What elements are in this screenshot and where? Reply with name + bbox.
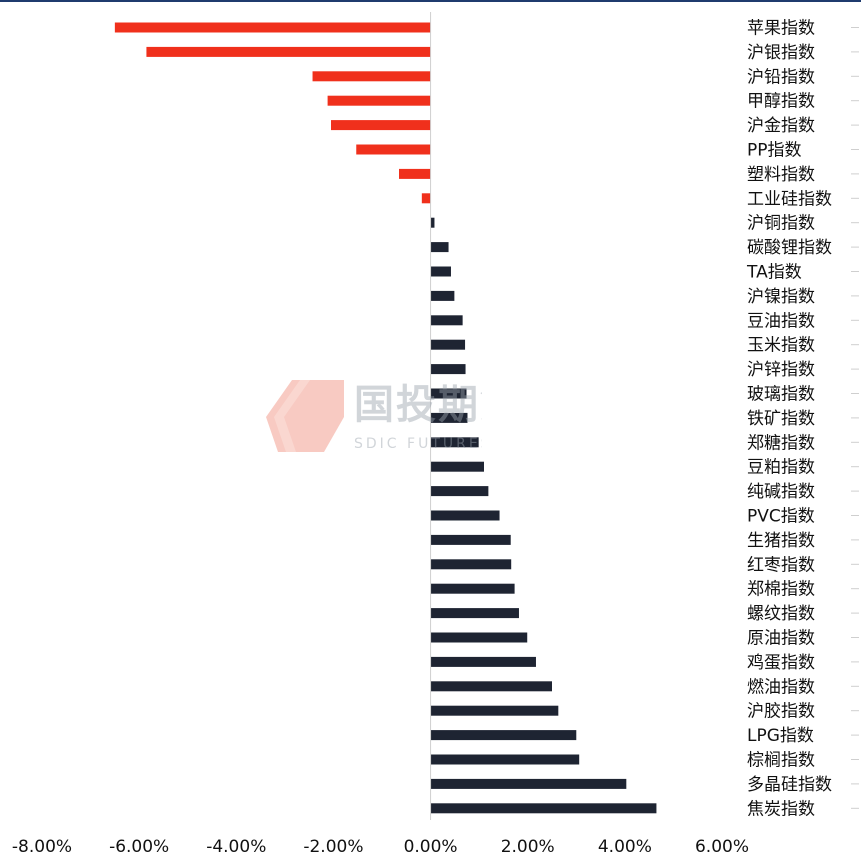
category-label: 沪锌指数 (747, 360, 815, 380)
bar-8 (430, 217, 435, 228)
x-tick-label: 6.00% (695, 837, 749, 857)
category-label: 沪铜指数 (747, 214, 815, 234)
category-label: 焦炭指数 (747, 799, 815, 819)
category-label: 郑棉指数 (747, 580, 815, 600)
bar-19 (430, 486, 489, 497)
bar-6 (399, 168, 431, 179)
axes-group (430, 12, 859, 820)
category-label: 沪金指数 (747, 116, 815, 136)
x-tick-label: -6.00% (109, 837, 169, 857)
watermark-stripes-icon (266, 380, 344, 452)
bar-7 (421, 193, 431, 204)
bar-9 (430, 242, 449, 253)
category-label: PVC指数 (747, 507, 815, 527)
bar-10 (430, 266, 451, 277)
category-label: 螺纹指数 (747, 604, 815, 624)
bar-24 (430, 608, 519, 619)
bar-2 (312, 71, 431, 82)
category-label: 多晶硅指数 (747, 775, 832, 795)
bar-0 (114, 22, 431, 33)
bar-12 (430, 315, 463, 326)
category-label: 原油指数 (747, 629, 815, 649)
x-tick-labels: -8.00% -6.00% -4.00% -2.00% 0.00% 2.00% 4.00% 6… (12, 837, 749, 857)
x-tick-label: -2.00% (303, 837, 363, 857)
x-tick-label: -4.00% (206, 837, 266, 857)
category-label: 玉米指数 (747, 336, 815, 356)
category-label: 纯碱指数 (747, 482, 815, 502)
x-tick-label: -8.00% (12, 837, 72, 857)
bar-26 (430, 656, 536, 667)
bar-31 (430, 778, 627, 789)
bar-30 (430, 754, 580, 765)
category-label: 鸡蛋指数 (747, 653, 815, 673)
category-label: 铁矿指数 (747, 409, 815, 429)
bar-25 (430, 632, 528, 643)
category-label: 豆粕指数 (747, 458, 815, 478)
bar-22 (430, 559, 512, 570)
category-label: 沪镍指数 (747, 287, 815, 307)
bar-20 (430, 510, 500, 521)
category-label: TA指数 (746, 263, 802, 283)
category-label: 塑料指数 (747, 165, 815, 185)
x-tick-label: 4.00% (598, 837, 652, 857)
category-label: 碳酸锂指数 (747, 238, 832, 258)
category-label: PP指数 (747, 141, 802, 161)
category-label: 郑糖指数 (747, 433, 815, 453)
bar-27 (430, 681, 552, 692)
top-rule (0, 0, 861, 2)
category-label: 玻璃指数 (747, 385, 815, 405)
bar-14 (430, 364, 466, 375)
watermark-cn-text: 国投期货 (354, 382, 482, 428)
category-label: 棕榈指数 (747, 751, 815, 771)
category-label: LPG指数 (747, 726, 814, 746)
bar-3 (327, 95, 431, 106)
bars-group (114, 22, 657, 814)
watermark-en-text: SDIC FUTURES (354, 436, 482, 452)
category-label: 苹果指数 (747, 19, 815, 39)
bar-21 (430, 534, 511, 545)
category-label: 红枣指数 (747, 555, 815, 575)
bar-23 (430, 583, 515, 594)
category-label: 沪银指数 (747, 43, 815, 63)
bar-15 (430, 388, 467, 399)
category-label: 燃油指数 (747, 677, 815, 697)
bar-4 (331, 120, 431, 131)
bar-28 (430, 705, 559, 716)
category-label: 甲醇指数 (747, 92, 815, 112)
x-tick-label: 2.00% (501, 837, 555, 857)
bar-18 (430, 461, 484, 472)
bar-13 (430, 339, 466, 350)
bar-5 (356, 144, 431, 155)
category-label: 沪胶指数 (747, 702, 815, 722)
x-tick-label: 0.00% (404, 837, 458, 857)
bar-11 (430, 290, 455, 301)
bar-29 (430, 730, 577, 741)
category-label: 豆油指数 (747, 311, 815, 331)
sdic-futures-watermark-logo: 国投期货 SDIC FUTURES (266, 380, 482, 452)
bar-17 (430, 437, 479, 448)
bar-32 (430, 803, 657, 814)
category-label: 生猪指数 (747, 531, 815, 551)
category-label: 沪铅指数 (747, 67, 815, 87)
category-label: 工业硅指数 (747, 189, 832, 209)
bar-1 (146, 46, 431, 57)
bar-16 (430, 412, 468, 423)
